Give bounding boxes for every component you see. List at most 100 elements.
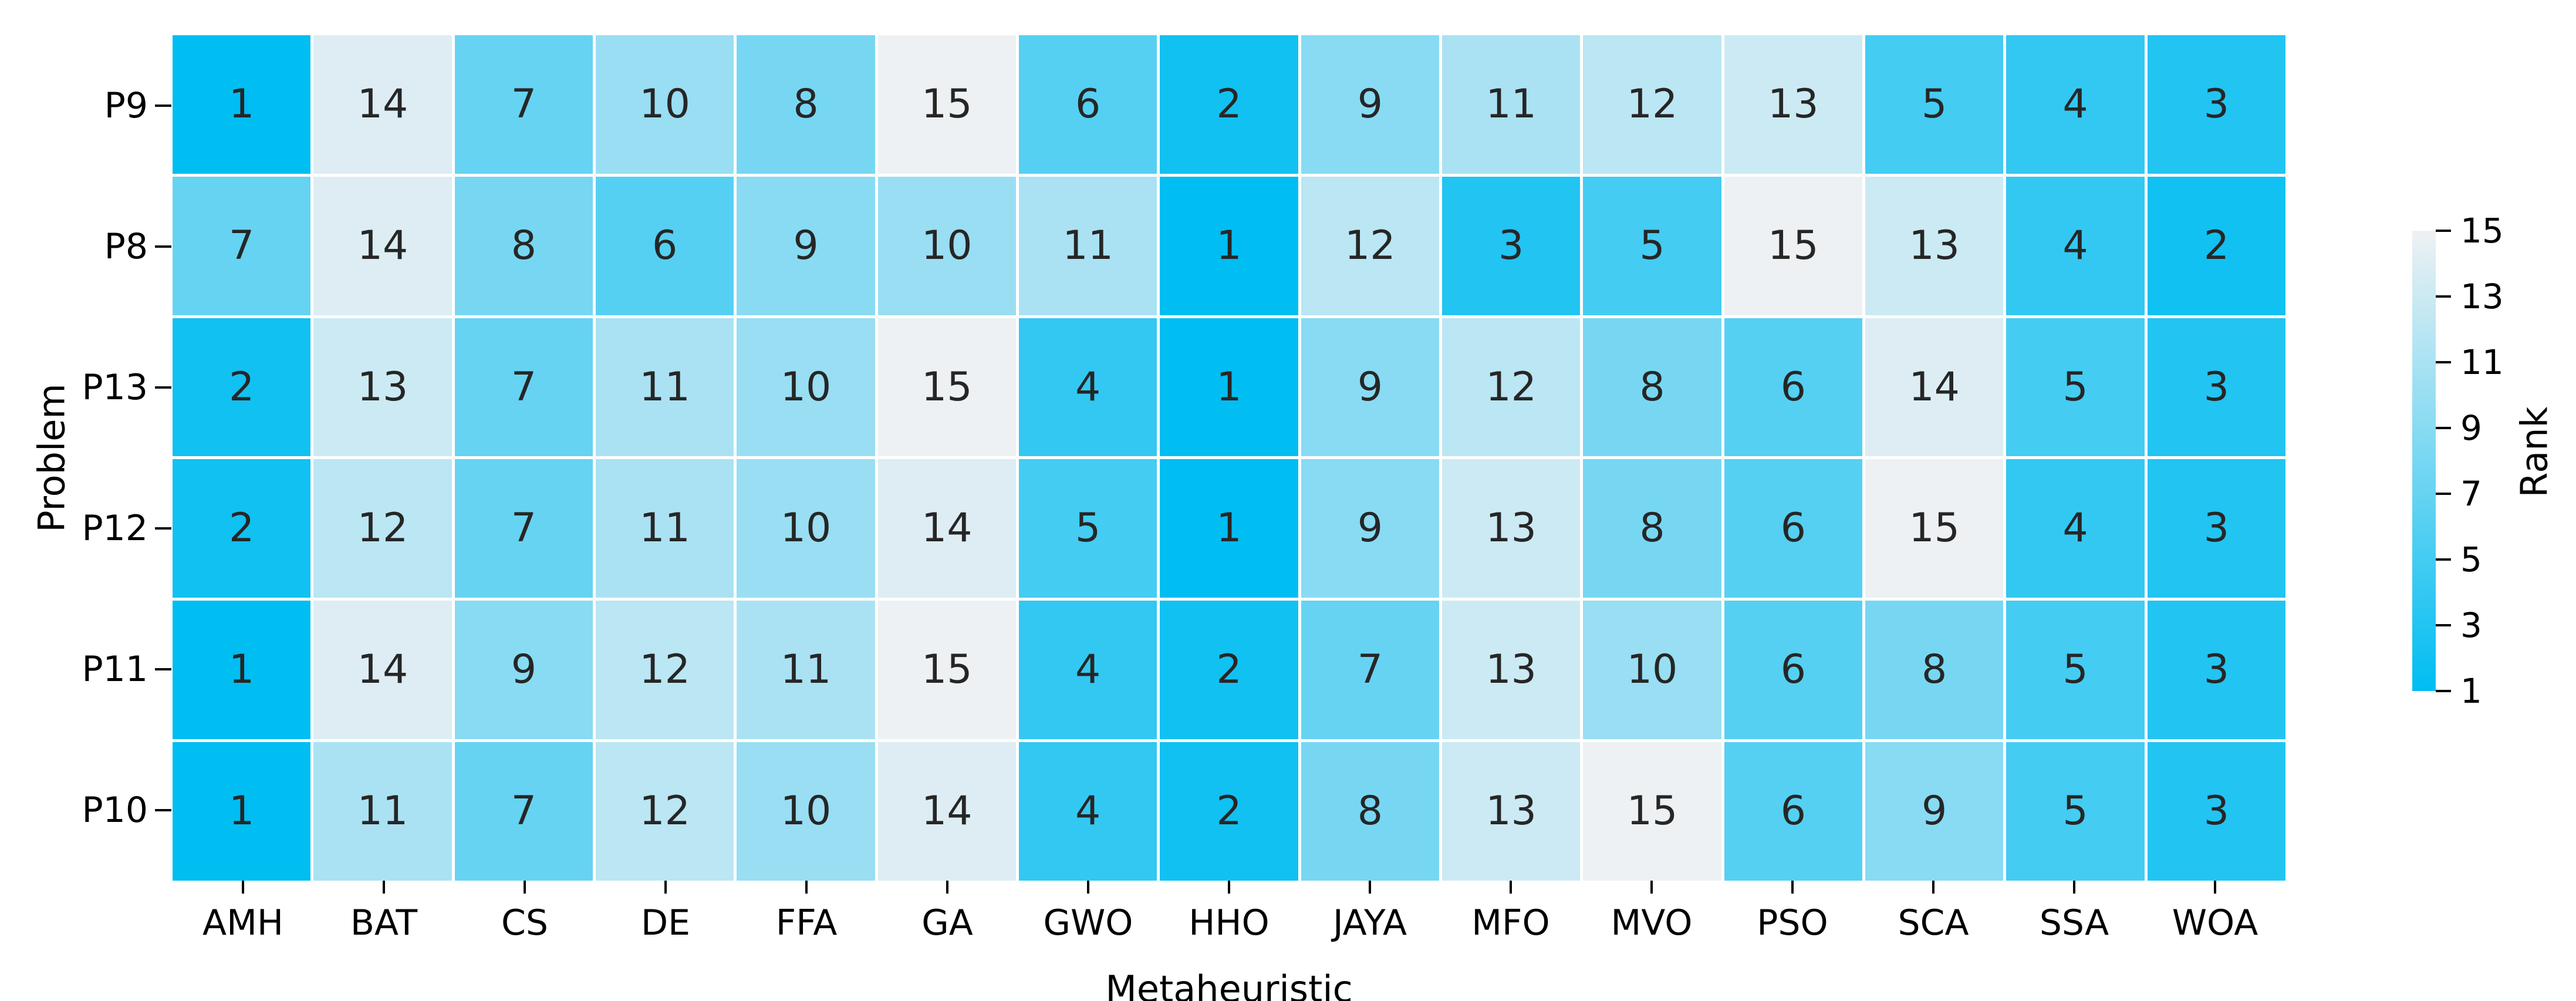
heatmap-cell-P12-BAT: 12 [313, 459, 452, 598]
heatmap-cell-P9-BAT: 14 [313, 35, 452, 174]
heatmap-cell-P11-HHO: 2 [1160, 601, 1298, 740]
heatmap-cell-P9-MVO: 12 [1583, 35, 1721, 174]
heatmap-cell-P13-SSA: 5 [2006, 318, 2145, 457]
y-tick-label-P9: P9 [104, 85, 148, 126]
heatmap-cell-P10-PSO: 6 [1724, 742, 1862, 881]
heatmap-cell-P8-GWO: 11 [1018, 176, 1157, 315]
y-tick-mark-P9 [155, 105, 171, 107]
x-tick-label-PSO: PSO [1757, 902, 1828, 943]
heatmap-cell-P13-HHO: 1 [1160, 318, 1298, 457]
heatmap-cell-P8-FFA: 9 [737, 176, 875, 315]
x-tick-mark-SCA [1932, 881, 1934, 894]
colorbar-tick-label-11: 11 [2460, 342, 2504, 382]
heatmap-cell-P10-SCA: 9 [1865, 742, 2004, 881]
heatmap-cell-P10-MFO: 13 [1441, 742, 1581, 881]
heatmap-cell-P13-PSO: 6 [1724, 318, 1862, 457]
heatmap-cell-P13-SCA: 14 [1865, 318, 2004, 457]
heatmap-cell-P11-MVO: 10 [1583, 601, 1721, 740]
y-tick-label-P12: P12 [82, 508, 148, 549]
heatmap-cell-P12-SCA: 15 [1865, 459, 2004, 598]
x-tick-label-FFA: FFA [775, 902, 838, 943]
x-tick-label-SCA: SCA [1898, 902, 1969, 943]
x-tick-label-WOA: WOA [2172, 902, 2258, 943]
heatmap-cell-P10-GWO: 4 [1018, 742, 1157, 881]
colorbar-tick-label-13: 13 [2460, 277, 2504, 316]
y-tick-mark-P12 [155, 527, 171, 530]
y-tick-mark-P10 [155, 809, 171, 811]
heatmap-cell-P9-WOA: 3 [2147, 35, 2285, 174]
heatmap-cell-P10-FFA: 10 [737, 742, 875, 881]
heatmap-cell-P13-CS: 7 [454, 318, 593, 457]
heatmap-cell-P10-GA: 14 [877, 742, 1016, 881]
heatmap-cell-P11-DE: 12 [595, 601, 734, 740]
x-tick-mark-FFA [805, 881, 808, 894]
heatmap-cell-P12-HHO: 1 [1160, 459, 1298, 598]
colorbar-tick-mark-9 [2436, 427, 2451, 429]
heatmap-cell-P9-SCA: 5 [1865, 35, 2004, 174]
heatmap-cell-P12-MFO: 13 [1441, 459, 1581, 598]
heatmap-cell-P10-AMH: 1 [173, 742, 311, 881]
heatmap-cell-P13-GA: 15 [877, 318, 1016, 457]
colorbar-tick-label-5: 5 [2460, 540, 2482, 579]
y-tick-label-P8: P8 [104, 226, 148, 267]
y-tick-mark-P13 [155, 386, 171, 389]
heatmap-cell-P11-PSO: 6 [1724, 601, 1862, 740]
heatmap-cell-P12-GWO: 5 [1018, 459, 1157, 598]
y-tick-mark-P8 [155, 245, 171, 248]
heatmap-cell-P13-MVO: 8 [1583, 318, 1721, 457]
x-tick-label-MVO: MVO [1611, 902, 1693, 943]
colorbar-tick-mark-5 [2436, 558, 2451, 561]
heatmap-cell-P9-CS: 7 [454, 35, 593, 174]
heatmap-cell-P10-CS: 7 [454, 742, 593, 881]
heatmap-cell-P13-WOA: 3 [2147, 318, 2285, 457]
heatmap-cell-P10-SSA: 5 [2006, 742, 2145, 881]
heatmap-cell-P9-GWO: 6 [1018, 35, 1157, 174]
heatmap-cell-P13-BAT: 13 [313, 318, 452, 457]
heatmap-cell-P8-SCA: 13 [1865, 176, 2004, 315]
x-tick-mark-SSA [2073, 881, 2075, 894]
x-tick-label-JAYA: JAYA [1332, 902, 1407, 943]
x-tick-mark-GWO [1087, 881, 1089, 894]
heatmap-cell-P12-SSA: 4 [2006, 459, 2145, 598]
x-tick-mark-PSO [1791, 881, 1794, 894]
x-tick-mark-AMH [242, 881, 244, 894]
heatmap-grid: 1 14 7 10 8 15 6 2 9 11 12 13 5 4 3 7 14 8 6 9 10 11 1 12 3 5 15 13… [173, 35, 2285, 881]
x-tick-label-SSA: SSA [2039, 902, 2109, 943]
heatmap-cell-P13-JAYA: 9 [1301, 318, 1439, 457]
x-tick-mark-GA [946, 881, 948, 894]
x-tick-label-BAT: BAT [350, 902, 418, 943]
heatmap-cell-P12-AMH: 2 [173, 459, 311, 598]
colorbar-tick-label-15: 15 [2460, 211, 2504, 251]
heatmap-cell-P12-PSO: 6 [1724, 459, 1862, 598]
colorbar-tick-mark-7 [2436, 493, 2451, 495]
x-tick-mark-MVO [1650, 881, 1653, 894]
heatmap-cell-P12-MVO: 8 [1583, 459, 1721, 598]
heatmap-cell-P9-FFA: 8 [737, 35, 875, 174]
colorbar-gradient [2412, 231, 2436, 691]
x-tick-label-DE: DE [640, 902, 691, 943]
heatmap-cell-P13-GWO: 4 [1018, 318, 1157, 457]
heatmap-cell-P9-GA: 15 [877, 35, 1016, 174]
heatmap-cell-P8-PSO: 15 [1724, 176, 1862, 315]
colorbar-tick-mark-1 [2436, 690, 2451, 692]
heatmap-cell-P8-GA: 10 [877, 176, 1016, 315]
heatmap-cell-P11-JAYA: 7 [1301, 601, 1439, 740]
heatmap-cell-P12-WOA: 3 [2147, 459, 2285, 598]
heatmap-cell-P12-GA: 14 [877, 459, 1016, 598]
heatmap-cell-P8-AMH: 7 [173, 176, 311, 315]
heatmap-cell-P12-FFA: 10 [737, 459, 875, 598]
x-tick-mark-BAT [383, 881, 385, 894]
heatmap-cell-P11-FFA: 11 [737, 601, 875, 740]
heatmap-cell-P12-DE: 11 [595, 459, 734, 598]
x-tick-mark-CS [524, 881, 526, 894]
heatmap-cell-P9-HHO: 2 [1160, 35, 1298, 174]
x-axis-title: Metaheuristic [1105, 968, 1353, 1001]
heatmap-cell-P8-DE: 6 [595, 176, 734, 315]
heatmap-cell-P10-HHO: 2 [1160, 742, 1298, 881]
heatmap-cell-P8-MVO: 5 [1583, 176, 1721, 315]
x-tick-label-AMH: AMH [202, 902, 283, 943]
y-axis-title: Problem [30, 383, 73, 532]
colorbar-tick-label-9: 9 [2460, 408, 2482, 448]
heatmap-cell-P11-SCA: 8 [1865, 601, 2004, 740]
